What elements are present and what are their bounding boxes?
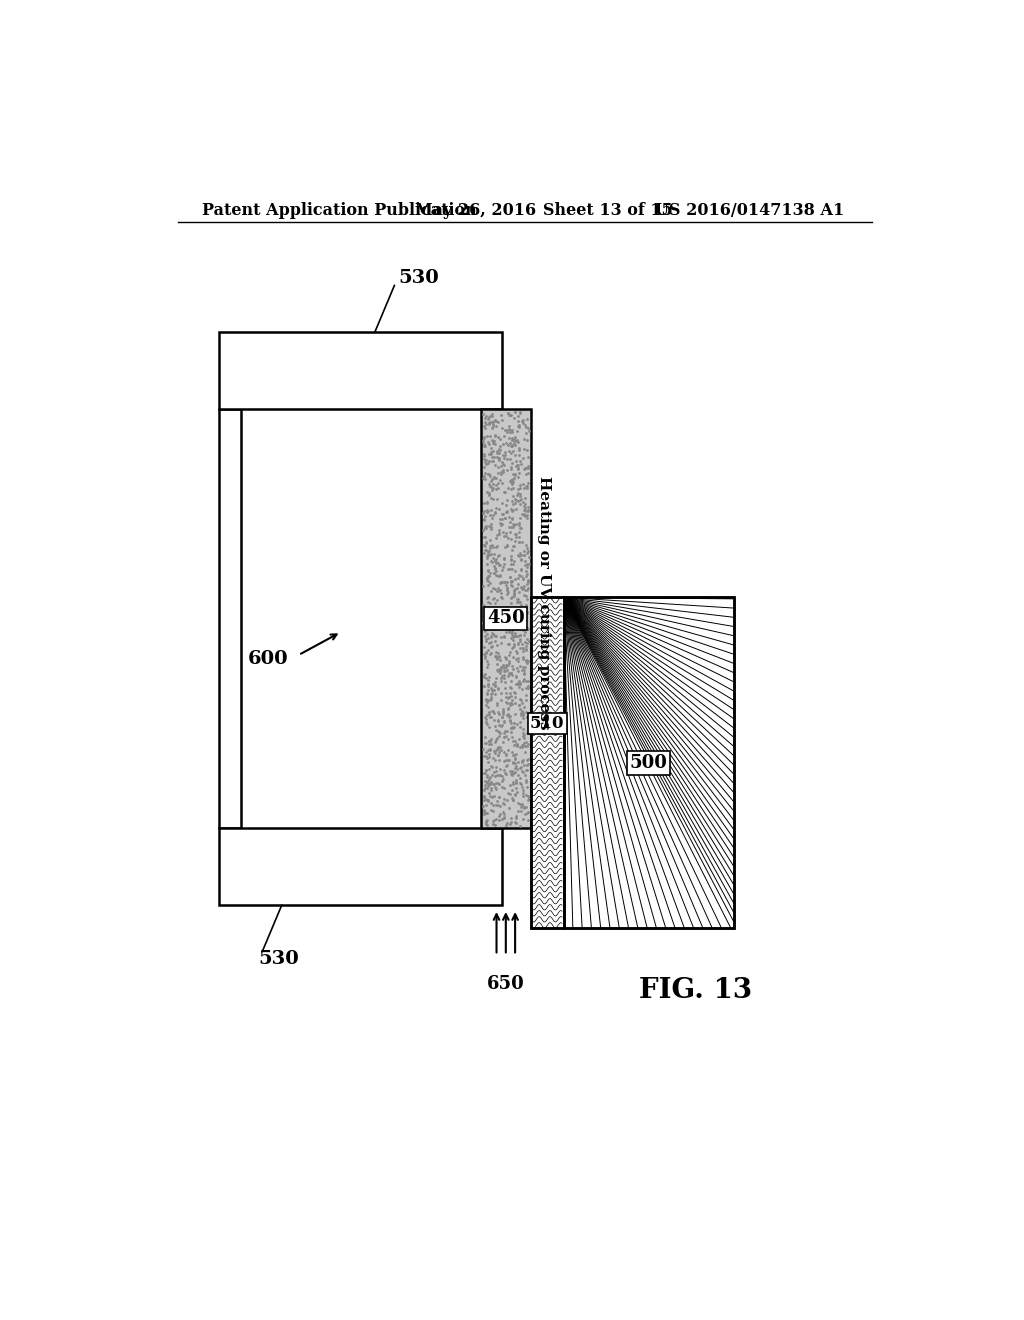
- Text: Heating or UV curing process: Heating or UV curing process: [538, 477, 551, 730]
- Bar: [531, 597, 563, 928]
- Text: 600: 600: [248, 649, 289, 668]
- Bar: [219, 331, 503, 409]
- Bar: [531, 597, 563, 928]
- Text: US 2016/0147138 A1: US 2016/0147138 A1: [655, 202, 844, 219]
- Bar: [480, 409, 531, 829]
- Text: 510: 510: [530, 714, 564, 731]
- Text: 530: 530: [258, 950, 299, 968]
- Bar: [219, 409, 241, 829]
- Text: May 26, 2016: May 26, 2016: [415, 202, 536, 219]
- Text: 530: 530: [398, 269, 439, 286]
- Bar: [563, 597, 734, 928]
- Text: 500: 500: [630, 754, 668, 772]
- Text: 650: 650: [487, 974, 524, 993]
- Text: 450: 450: [487, 610, 524, 627]
- Bar: [219, 829, 503, 906]
- Text: Patent Application Publication: Patent Application Publication: [202, 202, 476, 219]
- Bar: [563, 597, 734, 928]
- Text: FIG. 13: FIG. 13: [639, 977, 752, 1003]
- Text: Sheet 13 of 15: Sheet 13 of 15: [544, 202, 673, 219]
